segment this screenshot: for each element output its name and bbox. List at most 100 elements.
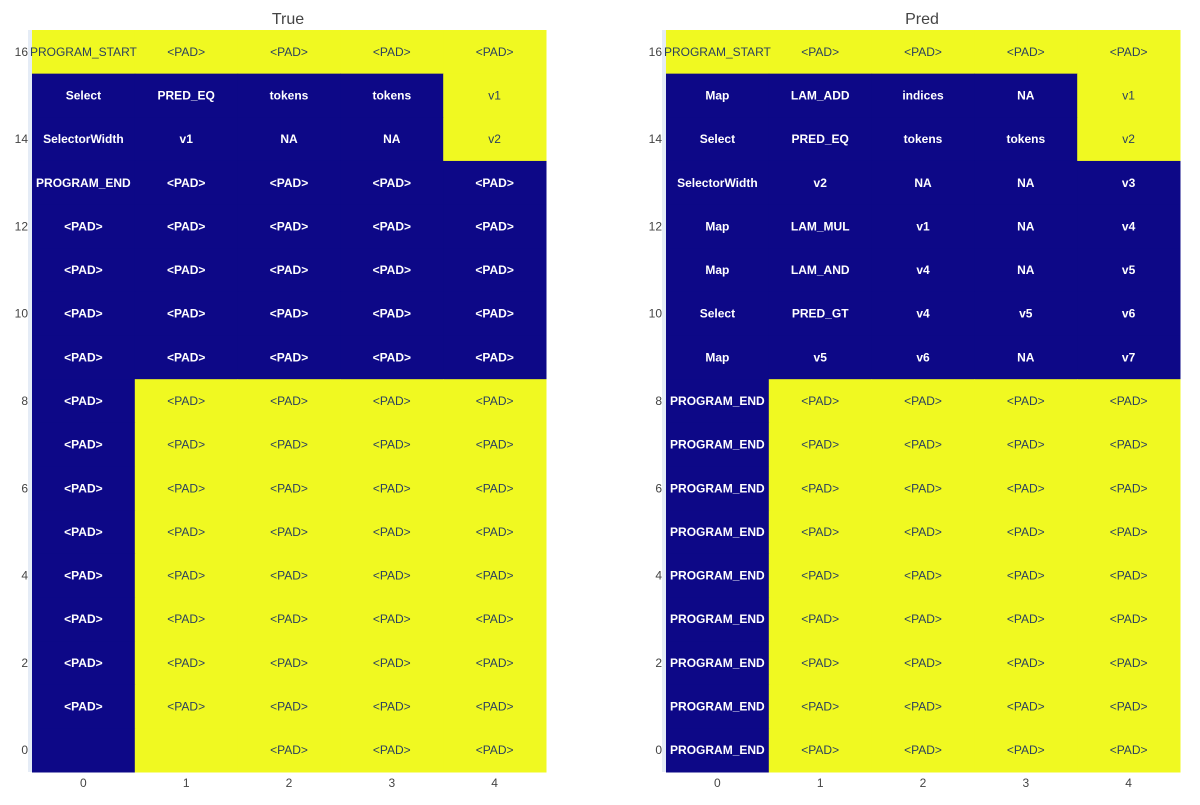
cell-label: v3 — [1122, 176, 1136, 190]
heatmap-cell — [974, 597, 1078, 642]
heatmap-cell — [768, 466, 873, 511]
heatmap-cell — [871, 160, 975, 206]
heatmap-cell — [871, 466, 975, 511]
plot-edge — [28, 30, 32, 772]
heatmap-cell — [32, 379, 136, 424]
heatmap-cell — [32, 248, 136, 293]
heatmap-cell — [768, 30, 873, 75]
heatmap-cell — [974, 553, 1078, 598]
heatmap-cell — [237, 466, 341, 511]
heatmap-cell — [666, 73, 770, 118]
cell-label: <PAD> — [167, 45, 205, 59]
heatmap-cell — [443, 291, 547, 337]
cell-label: tokens — [372, 88, 411, 102]
cell-label: <PAD> — [270, 45, 308, 59]
cell-label: tokens — [904, 132, 943, 146]
cell-label: v1 — [180, 132, 194, 146]
heatmap-cell — [666, 335, 770, 380]
heatmap-cell — [340, 291, 444, 337]
heatmap-cell — [666, 684, 770, 729]
heatmap-cell — [340, 248, 444, 293]
heatmap-cell — [1077, 422, 1181, 467]
heatmap-cell — [871, 553, 975, 598]
heatmap-cell — [340, 728, 444, 773]
heatmap-cell — [134, 248, 239, 293]
cell-label: <PAD> — [270, 656, 308, 670]
heatmap-cell — [134, 510, 239, 555]
heatmap-cell — [134, 728, 239, 773]
heatmap-cell — [768, 641, 873, 686]
cell-label: <PAD> — [1110, 700, 1148, 714]
cell-label: v4 — [916, 263, 930, 277]
heatmap-cell — [237, 117, 341, 162]
heatmap-cell — [340, 641, 444, 686]
heatmap-cell — [443, 73, 547, 118]
cell-label: <PAD> — [64, 307, 102, 321]
cell-label: v5 — [1019, 307, 1033, 321]
cell-label: <PAD> — [1007, 743, 1045, 757]
heatmap-cell — [871, 379, 975, 424]
heatmap-cell — [134, 117, 239, 162]
heatmap-cell — [134, 291, 239, 337]
cell-label: NA — [914, 176, 932, 190]
heatmap-cell — [340, 160, 444, 206]
cell-label: <PAD> — [64, 438, 102, 452]
y-tick-label: 14 — [15, 132, 29, 146]
heatmap-cell — [32, 30, 136, 75]
cell-label: <PAD> — [270, 219, 308, 233]
cell-label: <PAD> — [373, 45, 411, 59]
heatmap-cell — [32, 641, 136, 686]
cell-label: <PAD> — [475, 176, 513, 190]
heatmap-cell — [768, 510, 873, 555]
y-tick-label: 10 — [649, 307, 663, 321]
cell-label: PRED_EQ — [158, 88, 215, 102]
heatmap-cell — [340, 379, 444, 424]
heatmap-cell — [237, 291, 341, 337]
heatmap-cell — [134, 553, 239, 598]
heatmap-cell — [1077, 73, 1181, 118]
cell-label: <PAD> — [1007, 45, 1045, 59]
cell-label: <PAD> — [1110, 394, 1148, 408]
cell-label: Select — [700, 132, 735, 146]
cell-label: <PAD> — [904, 394, 942, 408]
cell-label: v2 — [1122, 132, 1135, 146]
cell-label: Map — [705, 263, 729, 277]
cell-label: v4 — [916, 307, 930, 321]
heatmap-cell — [974, 335, 1078, 380]
cell-label: <PAD> — [167, 569, 205, 583]
cell-label: tokens — [1006, 132, 1045, 146]
cell-label: <PAD> — [167, 394, 205, 408]
heatmap-cell — [443, 248, 547, 293]
cell-label: <PAD> — [1007, 525, 1045, 539]
heatmap-cell — [237, 160, 341, 206]
cell-label: <PAD> — [373, 569, 411, 583]
heatmap-cell — [32, 117, 136, 162]
heatmap-cell — [237, 248, 341, 293]
cell-label: <PAD> — [801, 743, 839, 757]
cell-label: <PAD> — [476, 656, 514, 670]
cell-label: v1 — [916, 219, 930, 233]
cell-label: <PAD> — [801, 394, 839, 408]
panel-true: True PROGRAM_START <PAD> <PAD> <PAD> <PAD> Se… — [15, 11, 547, 790]
heatmap-cell — [32, 204, 136, 249]
cell-label: v1 — [488, 88, 501, 102]
heatmap-cell — [666, 160, 770, 206]
heatmap-cell — [666, 510, 770, 555]
cell-label: <PAD> — [270, 263, 308, 277]
heatmap-cell — [32, 73, 136, 118]
cell-label: <PAD> — [476, 394, 514, 408]
cell-label: <PAD> — [167, 656, 205, 670]
heatmap-cell — [1077, 117, 1181, 162]
cell-label: <PAD> — [1110, 481, 1148, 495]
cell-label: v2 — [488, 132, 501, 146]
heatmap-cell — [666, 117, 770, 162]
y-tick-label: 16 — [15, 45, 29, 59]
heatmap-cell — [1077, 248, 1181, 293]
cell-label: <PAD> — [373, 656, 411, 670]
cell-label: PRED_GT — [792, 307, 849, 321]
cell-label: <PAD> — [373, 700, 411, 714]
heatmap-cell — [32, 466, 136, 511]
cell-label: <PAD> — [167, 219, 205, 233]
cell-label: PROGRAM_START — [30, 45, 138, 59]
